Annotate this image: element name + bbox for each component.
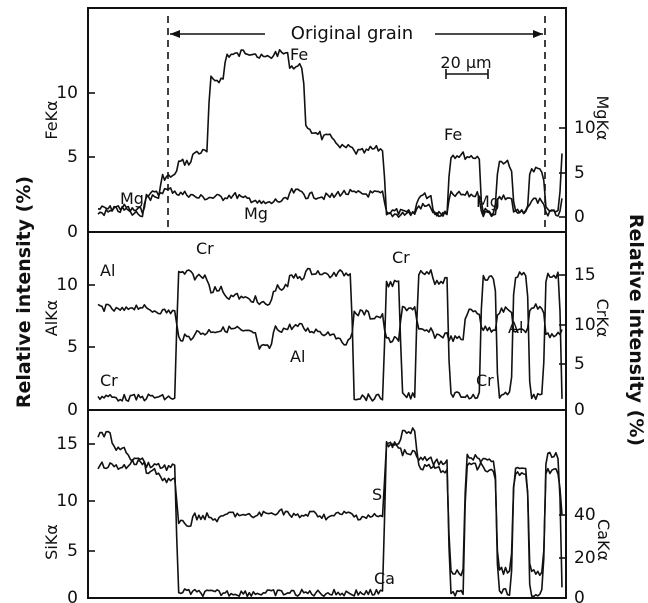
annotation-mg: Mg bbox=[244, 204, 268, 223]
middle-left-tick: 10 bbox=[56, 275, 78, 295]
header-label: Original grain bbox=[291, 23, 413, 44]
middle-right-axis-label: CrKα bbox=[593, 299, 612, 338]
annotation-al: Al bbox=[290, 347, 305, 366]
middle-left-axis-label: AlKα bbox=[42, 300, 61, 336]
trace-layer bbox=[97, 49, 563, 598]
series-line-si-bottom bbox=[97, 427, 563, 598]
series-line-ca-bottom bbox=[97, 430, 563, 577]
middle-right-tick: 0 bbox=[574, 400, 585, 420]
annotation-cr: Cr bbox=[392, 248, 410, 267]
right-main-label: Relative intensity (%) bbox=[625, 214, 647, 446]
bottom-left-tick: 15 bbox=[56, 434, 78, 454]
middle-left-tick: 0 bbox=[67, 400, 78, 420]
bottom-left-tick: 5 bbox=[67, 541, 78, 561]
arrowhead-right bbox=[533, 30, 543, 38]
top-left-tick: 5 bbox=[67, 147, 78, 167]
left-main-label: Relative intensity (%) bbox=[13, 176, 35, 408]
annotation-cr: Cr bbox=[100, 371, 118, 390]
bottom-right-axis-label: CaKα bbox=[594, 519, 613, 561]
bottom-left-axis-label: SiKα bbox=[42, 524, 61, 560]
annotation-fe: Fe bbox=[290, 45, 308, 64]
annotation-cr: Cr bbox=[476, 371, 494, 390]
annotation-mg: Mg bbox=[120, 189, 144, 208]
series-line-al-middle bbox=[97, 303, 563, 350]
middle-right-tick: 10 bbox=[574, 315, 596, 335]
annotation-fe: Fe bbox=[444, 125, 462, 144]
bottom-left-tick: 10 bbox=[56, 491, 78, 511]
middle-right-tick: 15 bbox=[574, 265, 596, 285]
bottom-right-tick: 20 bbox=[574, 548, 596, 568]
series-line-cr-middle bbox=[97, 267, 563, 402]
middle-right-tick: 5 bbox=[574, 354, 585, 374]
scale-bar-label: 20 µm bbox=[440, 53, 491, 72]
top-left-axis-label: FeKα bbox=[42, 100, 61, 139]
arrowhead-left bbox=[170, 30, 180, 38]
series-line-mg-top bbox=[97, 187, 563, 218]
middle-left-tick: 5 bbox=[67, 337, 78, 357]
top-right-tick: 10 bbox=[574, 118, 596, 138]
bottom-panel-frame bbox=[87, 409, 567, 599]
annotation-al: Al bbox=[508, 318, 523, 337]
annotation-ca: Ca bbox=[374, 569, 395, 588]
top-right-tick: 0 bbox=[574, 207, 585, 227]
top-left-tick: 0 bbox=[67, 222, 78, 242]
top-right-tick: 5 bbox=[574, 163, 585, 183]
annotation-al: Al bbox=[100, 261, 115, 280]
top-left-tick: 10 bbox=[56, 83, 78, 103]
top-right-axis-label: MgKα bbox=[593, 96, 612, 141]
bottom-right-tick: 40 bbox=[574, 505, 596, 525]
middle-panel-frame bbox=[87, 231, 567, 411]
bottom-right-tick: 0 bbox=[574, 588, 585, 603]
bottom-left-tick: 0 bbox=[67, 588, 78, 603]
series-line-fe-top bbox=[97, 49, 563, 218]
annotation-cr: Cr bbox=[196, 239, 214, 258]
